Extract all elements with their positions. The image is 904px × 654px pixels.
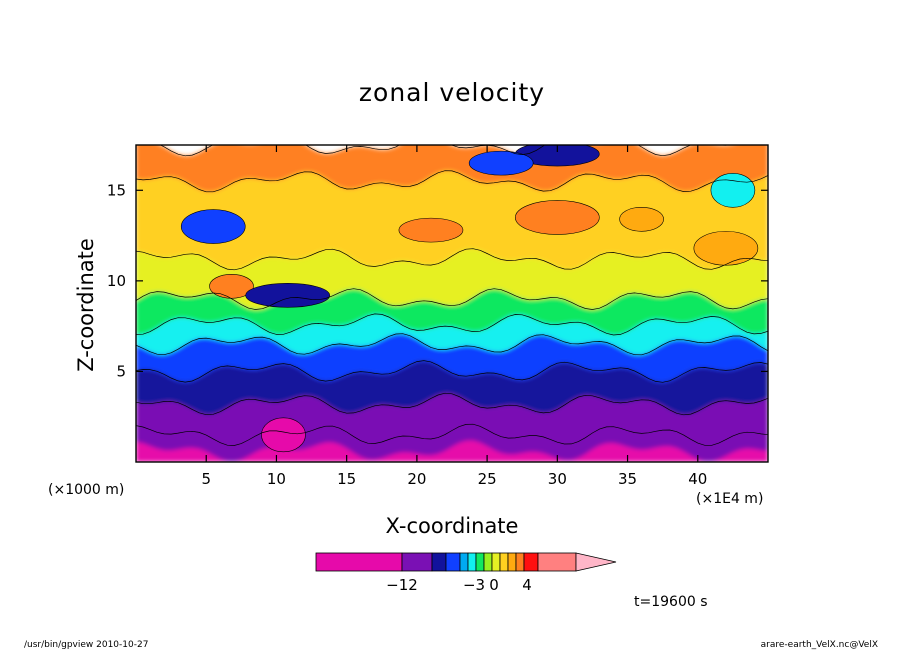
- colorbar: −12 −3 0 4: [315, 552, 617, 594]
- x-tick-label: 15: [337, 470, 356, 488]
- field-feature: [710, 172, 756, 208]
- field-feature: [245, 283, 330, 308]
- axis-ticks: 5 10 15 20 25 30 35 40 5 10 15: [107, 145, 768, 488]
- colorbar-label: 0: [489, 576, 499, 594]
- colorbar-label: −3: [463, 576, 485, 594]
- contour-line: [136, 248, 768, 271]
- x-unit-right: (×1E4 m): [696, 491, 764, 507]
- contour-line: [136, 392, 768, 416]
- field-band: [136, 333, 768, 383]
- contour-line: [136, 288, 768, 310]
- chart-title: zonal velocity: [358, 78, 546, 107]
- colorbar-swatch: [507, 552, 517, 572]
- contour-line: [136, 423, 768, 446]
- colorbar-swatch: [483, 552, 493, 572]
- y-axis-label: Z-coordinate: [74, 238, 98, 372]
- plot-frame: [135, 144, 769, 463]
- field-band: [136, 313, 768, 355]
- colorbar-swatch: [537, 552, 577, 572]
- field-band: [136, 170, 768, 270]
- field-feature: [515, 200, 600, 235]
- y-tick-label: 10: [107, 272, 126, 290]
- x-tick-label: 40: [688, 470, 707, 488]
- colorbar-swatch: [515, 552, 525, 572]
- contour-line: [136, 313, 768, 336]
- x-tick-label: 20: [407, 470, 426, 488]
- colorbar-label: 4: [522, 576, 532, 594]
- field-feature: [180, 209, 246, 244]
- field-feature: [398, 217, 464, 243]
- x-unit-left: (×1000 m): [48, 482, 125, 498]
- x-axis-label: X-coordinate: [385, 514, 519, 538]
- y-tick-label: 5: [116, 362, 126, 380]
- x-tick-label: 25: [478, 470, 497, 488]
- colorbar-swatch: [401, 552, 433, 572]
- footer-left: /usr/bin/gpview 2010-10-27: [24, 640, 149, 650]
- field-band: [136, 145, 768, 192]
- colorbar-swatch: [459, 552, 469, 572]
- contour-line: [136, 360, 768, 383]
- contour-line: [136, 170, 768, 193]
- colorbar-swatch: [491, 552, 501, 572]
- field-feature: [468, 150, 534, 176]
- field-feature: [209, 273, 254, 299]
- x-tick-label: 35: [618, 470, 637, 488]
- x-tick-label: 5: [201, 470, 211, 488]
- contour-line: [136, 333, 768, 356]
- field-feature: [619, 206, 664, 232]
- footer-right: arare-earth_VelX.nc@VelX: [760, 640, 878, 650]
- field-feature: [693, 230, 759, 266]
- colorbar-swatch: [315, 552, 403, 572]
- colorbar-swatch: [523, 552, 539, 572]
- colorbar-swatch: [445, 552, 461, 572]
- colorbar-label: −12: [386, 576, 418, 594]
- time-annotation: t=19600 s: [634, 594, 708, 610]
- y-tick-label: 15: [107, 181, 126, 199]
- plot-area: [136, 145, 768, 462]
- colorbar-swatch: [431, 552, 447, 572]
- colorbar-swatch: [499, 552, 509, 572]
- field-feature: [261, 417, 306, 453]
- colorbar-swatch: [467, 552, 477, 572]
- x-tick-label: 10: [267, 470, 286, 488]
- colorbar-swatch: [475, 552, 485, 572]
- colorbar-arrow: [575, 552, 617, 572]
- x-tick-label: 30: [548, 470, 567, 488]
